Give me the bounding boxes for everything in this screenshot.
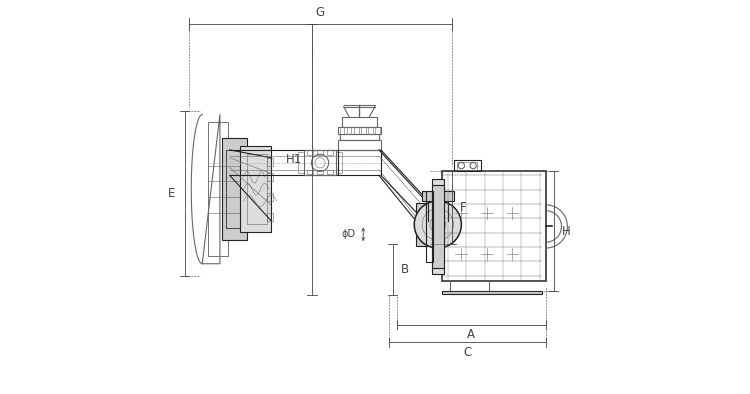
Bar — [432, 185, 444, 268]
Circle shape — [414, 201, 461, 248]
Bar — [342, 117, 377, 127]
Bar — [426, 191, 433, 262]
Bar — [338, 127, 381, 134]
Bar — [338, 140, 381, 150]
Bar — [416, 203, 438, 246]
Bar — [420, 209, 434, 240]
Text: A: A — [467, 328, 476, 341]
Text: H: H — [562, 225, 571, 238]
Bar — [267, 173, 273, 181]
Bar — [340, 127, 344, 134]
Text: H1: H1 — [286, 153, 302, 166]
Bar — [222, 138, 248, 240]
Bar — [317, 169, 323, 174]
Bar — [267, 213, 273, 221]
Text: C: C — [464, 346, 472, 359]
Text: F: F — [460, 201, 466, 214]
Text: G: G — [316, 6, 325, 19]
Bar — [346, 127, 352, 134]
Bar — [327, 169, 333, 174]
Text: ϕD: ϕD — [341, 229, 356, 239]
Bar — [248, 154, 267, 225]
Bar — [327, 150, 333, 154]
Bar — [458, 162, 477, 169]
Bar — [375, 127, 380, 134]
Bar — [209, 123, 228, 256]
Bar — [304, 150, 336, 175]
Bar — [368, 127, 373, 134]
Bar — [442, 171, 546, 281]
Text: B: B — [401, 263, 410, 276]
Bar — [340, 134, 379, 140]
Bar — [317, 150, 323, 154]
Bar — [267, 158, 273, 165]
Bar — [422, 191, 454, 201]
Bar — [454, 160, 481, 171]
Bar — [307, 169, 314, 174]
Bar — [361, 127, 365, 134]
Bar — [239, 146, 271, 232]
Text: E: E — [167, 187, 175, 200]
Bar — [298, 152, 304, 173]
Bar — [267, 193, 273, 201]
Bar — [354, 127, 358, 134]
Bar — [226, 150, 244, 229]
Bar — [336, 152, 342, 173]
Bar — [307, 150, 314, 154]
Bar — [432, 179, 444, 273]
Bar — [442, 291, 542, 294]
